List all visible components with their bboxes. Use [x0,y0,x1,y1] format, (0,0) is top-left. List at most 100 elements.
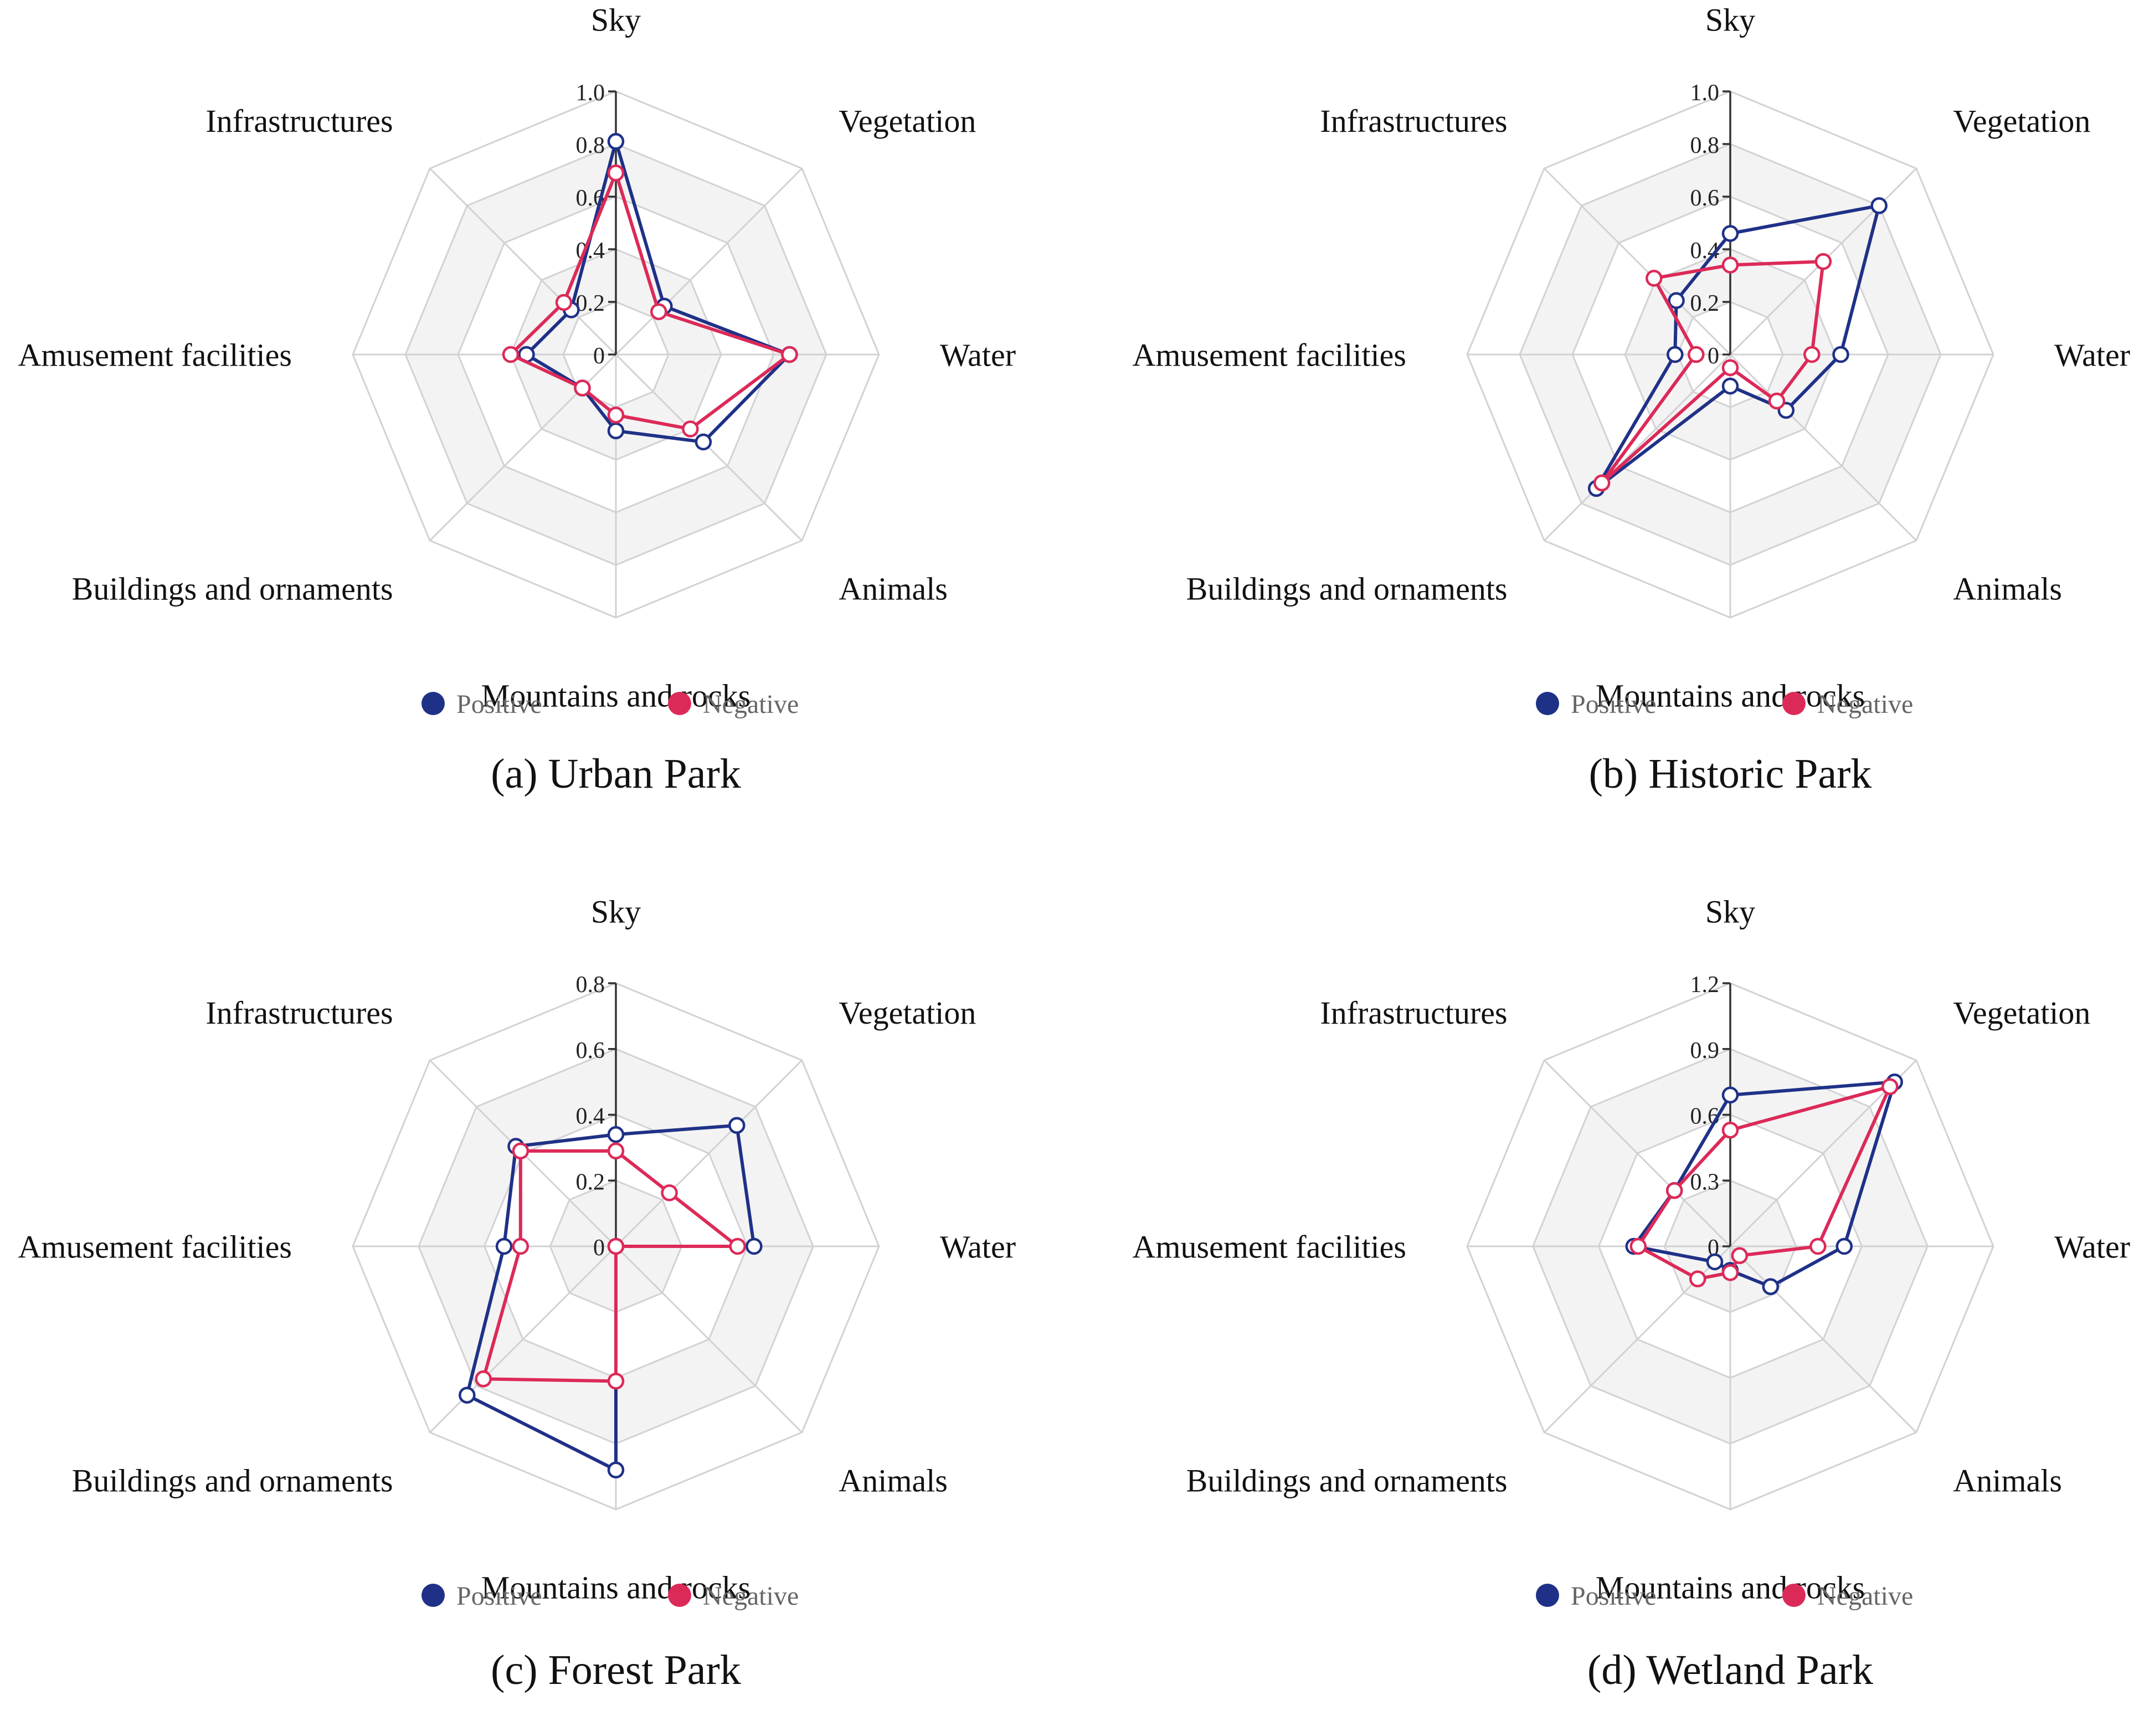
axis-label-infrastructures: Infrastructures [1320,103,1507,139]
data-point-positive-mountains-and-rocks [607,422,625,440]
radar-panel-4: 00.30.60.91.2SkyVegetationWaterAnimalsMo… [1133,893,2131,1693]
data-point-negative-buildings-and-ornaments [475,1370,492,1388]
axis-label-water: Water [940,337,1016,373]
grid-spoke [429,1245,617,1433]
value-tick-label: 1.0 [576,80,605,106]
value-tick-label: 0.6 [576,1038,605,1064]
axis-label-mountains-and-rocks: Mountains and rocks [1596,677,1865,713]
data-point-negative-buildings-and-ornaments [1593,474,1611,492]
data-point-positive-animals [1762,1278,1780,1296]
legend-label-negative: Negative [1817,1581,1913,1611]
axis-label-infrastructures: Infrastructures [1320,995,1507,1031]
data-point-positive-vegetation [1870,197,1888,214]
legend-label-negative: Negative [703,690,799,719]
axis-label-infrastructures: Infrastructures [205,995,393,1031]
data-point-positive-vegetation [728,1117,745,1134]
data-point-negative-sky [1721,1121,1739,1139]
data-point-negative-sky [1721,256,1739,274]
axis-label-animals: Animals [839,571,948,607]
axis-label-mountains-and-rocks: Mountains and rocks [481,1569,751,1605]
radar-panel-2: 00.20.40.60.81.0SkyVegetationWaterAnimal… [1133,2,2131,797]
legend-marker-negative [1782,1584,1806,1607]
data-point-negative-vegetation [661,1184,678,1201]
radar-panel-1: 00.20.40.60.81.0SkyVegetationWaterAnimal… [18,2,1016,797]
value-tick-label: 0.6 [1690,186,1720,211]
radar-panel-3: 0 0.2 0.4 0.6 0.8 Sky Vegetation Water Animals Mo… [18,893,1016,1693]
axis-label-mountains-and-rocks: Mountains and rocks [1596,1569,1865,1605]
data-point-positive-buildings-and-ornaments [1706,1253,1724,1271]
data-point-negative-sky [607,165,625,182]
axis-label-buildings-and-ornaments: Buildings and ornaments [1186,1463,1508,1499]
data-point-negative-infrastructures [555,294,573,311]
panel-caption: (d) Wetland Park [1587,1647,1873,1693]
data-point-negative-vegetation [650,303,667,320]
axis-label-water: Water [2054,1229,2130,1265]
value-tick-label: 0.8 [576,972,605,998]
legend-marker-positive [1536,692,1559,715]
data-point-negative-amusement-facilities [1629,1237,1647,1255]
data-point-negative-amusement-facilities [1688,346,1705,363]
legend-label-positive: Positive [1571,1581,1657,1611]
axis-label-mountains-and-rocks: Mountains and rocks [481,677,751,713]
data-point-positive-amusement-facilities [1667,346,1684,363]
legend-label-positive: Positive [1571,690,1657,719]
axis-label-animals: Animals [839,1463,948,1499]
axis-label-sky: Sky [1705,893,1755,929]
axis-label-amusement-facilities: Amusement facilities [1133,1229,1406,1265]
data-point-negative-water [1809,1237,1827,1255]
value-tick-label: 0.8 [1690,133,1720,158]
data-point-negative-water [781,346,798,363]
panel-caption: (a) Urban Park [491,751,741,797]
data-point-negative-buildings-and-ornaments [574,379,591,397]
grid-spoke [615,1245,803,1433]
data-point-positive-sky [607,133,625,150]
data-point-negative-amusement-facilities [512,1237,529,1255]
data-point-positive-mountains-and-rocks [1721,377,1739,395]
data-point-negative-animals [1768,392,1786,410]
data-point-negative-mountains-and-rocks [1721,1264,1739,1281]
axis-label-sky: Sky [591,2,641,38]
axis-label-vegetation: Vegetation [1953,995,2090,1031]
legend-marker-negative [668,1584,691,1607]
grid-spoke [1729,353,1917,541]
grid-spoke [429,168,617,356]
data-point-positive-amusement-facilities [495,1237,513,1255]
grid-spoke [1729,1245,1917,1433]
data-point-negative-amusement-facilities [502,346,520,363]
legend-marker-positive [421,1584,445,1607]
value-tick-label: 0.2 [576,291,605,316]
data-point-negative-vegetation [1814,253,1832,270]
data-point-negative-vegetation [1881,1078,1899,1095]
axis-label-animals: Animals [1953,571,2062,607]
legend-marker-positive [421,692,445,715]
value-tick-label: 0.9 [1690,1038,1720,1064]
legend-marker-negative [1782,692,1806,715]
axis-label-vegetation: Vegetation [1953,103,2090,139]
data-point-positive-sky [1721,1086,1739,1104]
data-point-positive-infrastructures [1668,292,1685,309]
data-point-negative-mountains-and-rocks [607,407,625,424]
legend-label-negative: Negative [1817,690,1913,719]
axis-label-amusement-facilities: Amusement facilities [18,1229,292,1265]
data-point-negative-animals [682,420,699,438]
panel-caption: (b) Historic Park [1589,751,1872,797]
data-point-positive-sky [1721,225,1739,242]
legend-marker-positive [1536,1584,1559,1607]
data-point-negative-animals [607,1237,625,1255]
axis-label-sky: Sky [591,893,641,929]
axis-label-vegetation: Vegetation [839,103,976,139]
data-point-positive-water [1832,346,1849,363]
axis-label-sky: Sky [1705,2,1755,38]
data-point-positive-water [1835,1237,1853,1255]
value-tick-label: 1.0 [1690,80,1720,106]
grid-spoke [1544,1060,1731,1247]
legend-label-positive: Positive [456,690,542,719]
panel-caption: (c) Forest Park [491,1647,741,1693]
value-tick-label: 0 [593,343,605,369]
value-tick-label: 0.3 [1690,1169,1720,1195]
grid-spoke [615,1060,803,1247]
axis-label-buildings-and-ornaments: Buildings and ornaments [72,571,393,607]
value-tick-label: 0.2 [576,1169,605,1195]
data-point-positive-animals [695,433,712,451]
data-point-positive-water [745,1237,763,1255]
